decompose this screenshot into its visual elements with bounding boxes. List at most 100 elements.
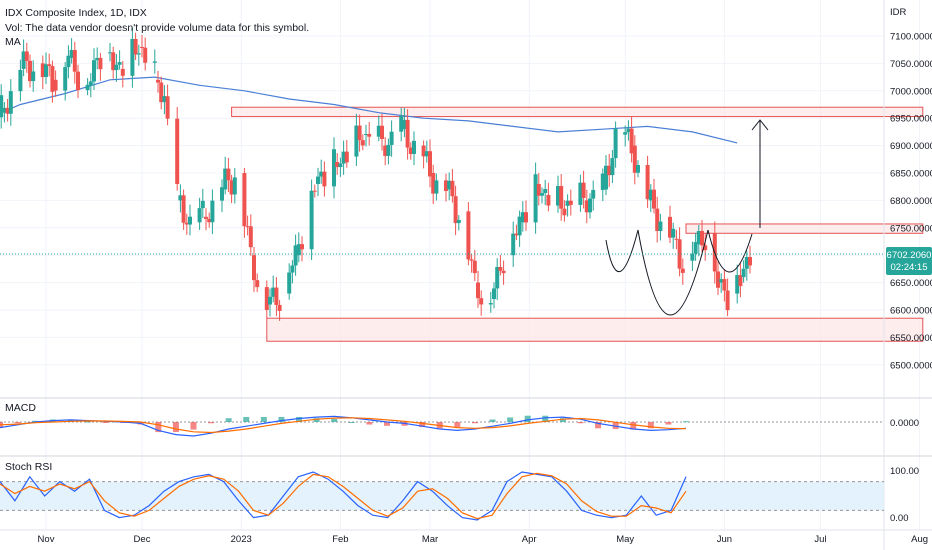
stoch-title: Stoch RSI: [5, 461, 52, 473]
candle-body: [188, 216, 192, 225]
macd-title: MACD: [5, 402, 36, 414]
candle-body: [431, 173, 436, 194]
macd-histogram-bar: [471, 422, 478, 424]
target-arrow-head: [751, 119, 769, 131]
candle-body: [568, 200, 573, 205]
candle-body: [607, 165, 612, 176]
candle-body: [578, 182, 583, 205]
candle-body: [242, 173, 247, 227]
candle-body: [444, 180, 448, 191]
macd-histogram-bar: [84, 421, 91, 423]
candle-body: [562, 208, 567, 216]
macd-histogram-bar: [683, 421, 689, 423]
stoch-k-line: [0, 471, 687, 521]
price-tick-label: 6950.0000: [890, 114, 932, 125]
candle-body: [655, 208, 660, 232]
macd-histogram-bar: [313, 418, 320, 422]
candle-body: [632, 145, 637, 173]
price-tick-label: 7100.0000: [890, 32, 932, 43]
candle-body: [604, 165, 608, 190]
candle-body: [271, 287, 276, 297]
candle-body: [226, 168, 231, 181]
candle-body: [85, 84, 90, 91]
candle-body: [360, 140, 365, 146]
stoch-0-tick: 0.00: [890, 513, 909, 524]
candle-body: [69, 50, 74, 58]
macd-histogram-bar: [665, 422, 672, 425]
candle-body: [111, 52, 116, 71]
candle-body: [591, 189, 596, 199]
candle-body: [613, 128, 618, 159]
candle-body: [344, 151, 349, 163]
candle-body: [114, 64, 119, 71]
candle-body: [184, 222, 189, 225]
candle-body: [2, 107, 7, 113]
macd-histogram-bar: [296, 416, 303, 422]
macd-histogram-bar: [489, 419, 496, 422]
candle-body: [0, 95, 4, 118]
candle-body: [540, 193, 544, 196]
candle-body: [645, 165, 650, 200]
macd-histogram-bar: [647, 422, 654, 429]
candle-body: [524, 212, 528, 223]
candle-body: [332, 149, 336, 187]
candle-body: [21, 51, 26, 69]
price-tick-label: 6600.0000: [890, 306, 932, 317]
candle-body: [610, 158, 615, 176]
candle-body: [367, 133, 372, 137]
macd-histogram-bar: [542, 415, 549, 422]
macd-histogram-bar: [102, 422, 109, 423]
time-tick-label: Jun: [717, 534, 732, 545]
candle-body: [229, 180, 234, 195]
handle-curve-1: [605, 229, 639, 273]
zones: [231, 106, 924, 342]
time-axis[interactable]: Nov Dec 2023 Feb Mar Apr May Jun Jul Aug: [38, 534, 929, 545]
candle-body: [159, 82, 164, 103]
candle-body: [309, 190, 314, 250]
candle-body: [264, 287, 269, 310]
candle-body: [293, 245, 298, 266]
macd-signal-line: [0, 417, 687, 434]
candle-body: [44, 64, 48, 78]
price-tick-label: 6500.0000: [890, 360, 932, 371]
candle-body: [738, 275, 743, 287]
candle-body: [120, 68, 125, 76]
candle-body: [556, 186, 560, 206]
price-badge: 6702.2060 02:24:15: [886, 247, 932, 275]
candle-body: [341, 151, 346, 164]
candle-body: [453, 196, 458, 224]
price-tick-label: 7000.0000: [890, 86, 932, 97]
candle-body: [277, 304, 282, 311]
candle-body: [488, 303, 493, 305]
candle-body: [117, 62, 122, 65]
candle-body: [364, 133, 368, 135]
price-tick-label: 6800.0000: [890, 196, 932, 207]
candle-body: [383, 145, 388, 156]
candle-body: [143, 47, 148, 63]
candle-body: [72, 50, 77, 72]
time-tick-label: 2023: [231, 534, 252, 545]
candle-body: [312, 190, 317, 192]
macd-histogram-bar: [559, 418, 566, 422]
candle-body: [748, 257, 752, 266]
price-tick-label: 6650.0000: [890, 278, 932, 289]
candle-body: [232, 177, 237, 195]
candle-body: [626, 128, 631, 133]
macd-histogram-bar: [331, 418, 338, 422]
candle-body: [648, 189, 653, 201]
macd-histogram-bar: [190, 422, 197, 430]
candle-body: [207, 218, 212, 223]
candle-body: [290, 265, 295, 273]
macd-pane: [0, 415, 884, 437]
candle-body: [722, 279, 727, 291]
macd-histogram-bar: [612, 422, 619, 430]
chart-title: IDX Composite Index, 1D, IDX: [5, 7, 147, 19]
candle-body: [434, 180, 439, 194]
candle-body: [296, 244, 301, 256]
macd-histogram-bar: [172, 422, 179, 433]
candle-body: [319, 171, 324, 177]
price-tick-label: 6900.0000: [890, 141, 932, 152]
macd-histogram-bar: [260, 416, 267, 422]
candle-body: [136, 53, 141, 55]
